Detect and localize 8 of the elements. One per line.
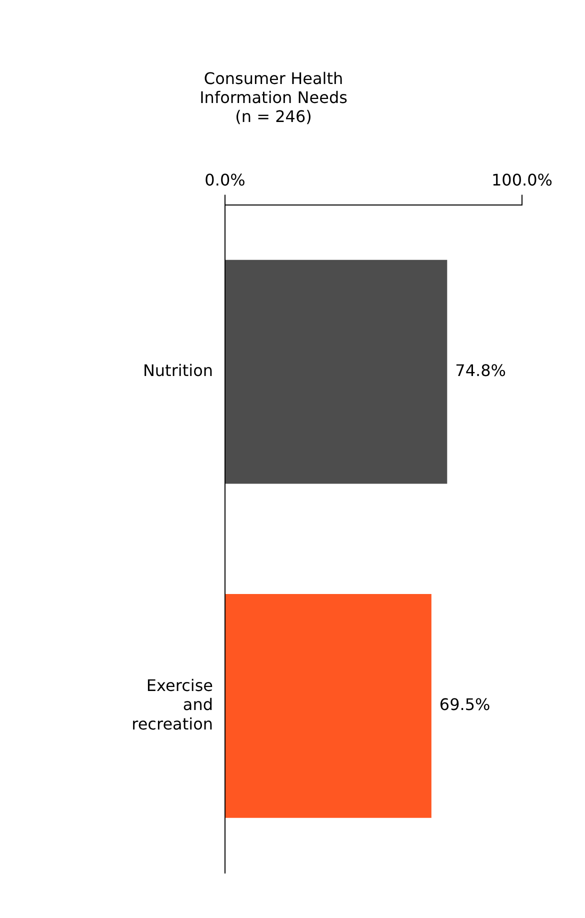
x-tick-label: 0.0% — [204, 170, 246, 190]
y-tick-label: Nutrition — [142, 361, 213, 380]
data-label: 69.5% — [439, 695, 490, 714]
y-tick-label: Exercise and recreation — [132, 676, 213, 734]
chart-subtitle: (n = 246) — [235, 107, 312, 126]
x-tick-label: 100.0% — [491, 170, 553, 190]
chart-title: Consumer Health Information Needs — [200, 68, 348, 107]
data-label: 74.8% — [455, 361, 506, 380]
